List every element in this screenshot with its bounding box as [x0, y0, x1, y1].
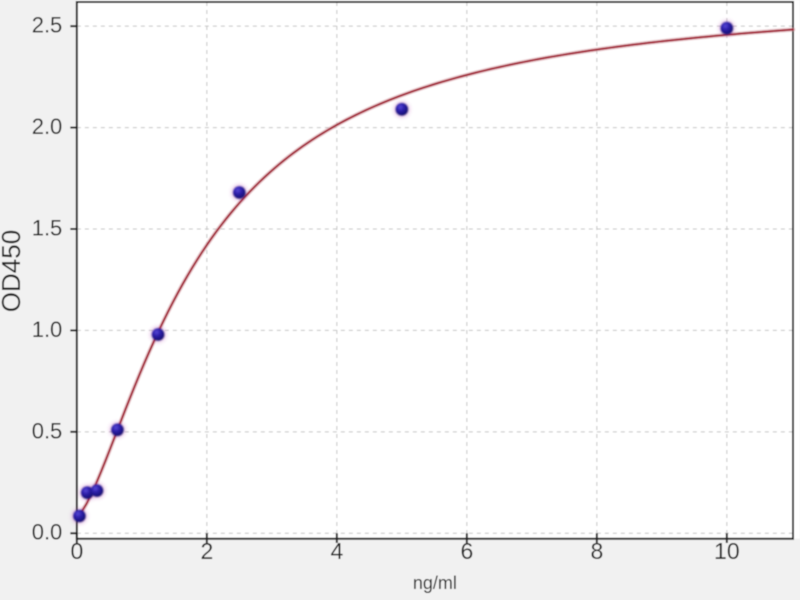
svg-text:1.0: 1.0 — [32, 317, 63, 342]
svg-text:2.0: 2.0 — [32, 114, 63, 139]
svg-text:8: 8 — [590, 538, 603, 564]
svg-text:2.5: 2.5 — [32, 13, 63, 38]
svg-text:4: 4 — [330, 538, 343, 564]
svg-text:1.5: 1.5 — [32, 216, 63, 241]
svg-text:OD450: OD450 — [0, 230, 26, 312]
svg-text:6: 6 — [460, 538, 473, 564]
svg-text:10: 10 — [714, 538, 740, 564]
svg-text:ng/ml: ng/ml — [413, 573, 457, 593]
svg-text:0.0: 0.0 — [32, 520, 63, 545]
svg-text:0.5: 0.5 — [32, 418, 63, 443]
svg-text:2: 2 — [200, 538, 213, 564]
svg-text:0: 0 — [70, 538, 83, 564]
